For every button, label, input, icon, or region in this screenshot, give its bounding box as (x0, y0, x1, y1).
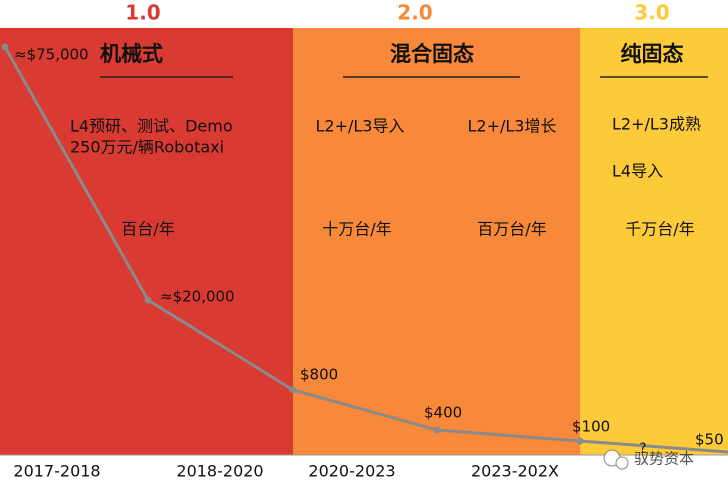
version: 2.0 (397, 1, 432, 25)
point (144, 296, 152, 304)
watermark-text: 驭势资本 (634, 450, 694, 468)
note: L4预研、测试、Demo (70, 117, 233, 136)
phase-title: 机械式 (100, 42, 163, 66)
point (1, 43, 9, 51)
version: 1.0 (125, 1, 160, 25)
price-label: ≈$75,000 (14, 46, 89, 64)
price-label: $100 (572, 418, 610, 436)
watermark-icon (615, 456, 629, 470)
band-3 (580, 28, 728, 455)
period: 2017-2018 (13, 462, 100, 481)
point (289, 386, 297, 394)
price-label: $50 (695, 431, 724, 449)
period: ? (640, 442, 647, 457)
version: 3.0 (634, 1, 669, 25)
band-2 (293, 28, 580, 455)
price-label: ≈$20,000 (160, 288, 235, 306)
watermark: 驭势资本 (603, 449, 694, 470)
note: 250万元/辆Robotaxi (70, 138, 224, 157)
price-label: $800 (300, 366, 338, 384)
phase-title: 纯固态 (621, 42, 684, 66)
period: 2018-2020 (176, 462, 263, 481)
price-label: $400 (424, 404, 462, 422)
point (433, 426, 441, 434)
note: L2+/L3导入 (316, 117, 405, 136)
period: 2020-2023 (308, 462, 395, 481)
period: 2023-202X (471, 462, 559, 481)
note: L2+/L3增长 (468, 117, 557, 136)
price-line (3, 46, 728, 454)
volume: 百台/年 (121, 220, 174, 239)
volume: 千万台/年 (625, 220, 694, 239)
phase-title: 混合固态 (390, 42, 474, 66)
point (576, 437, 584, 445)
volume: 百万台/年 (477, 220, 546, 239)
note: L2+/L3成熟 (612, 115, 701, 134)
band-1 (0, 28, 293, 455)
note: L4导入 (612, 162, 663, 181)
volume: 十万台/年 (322, 220, 391, 239)
